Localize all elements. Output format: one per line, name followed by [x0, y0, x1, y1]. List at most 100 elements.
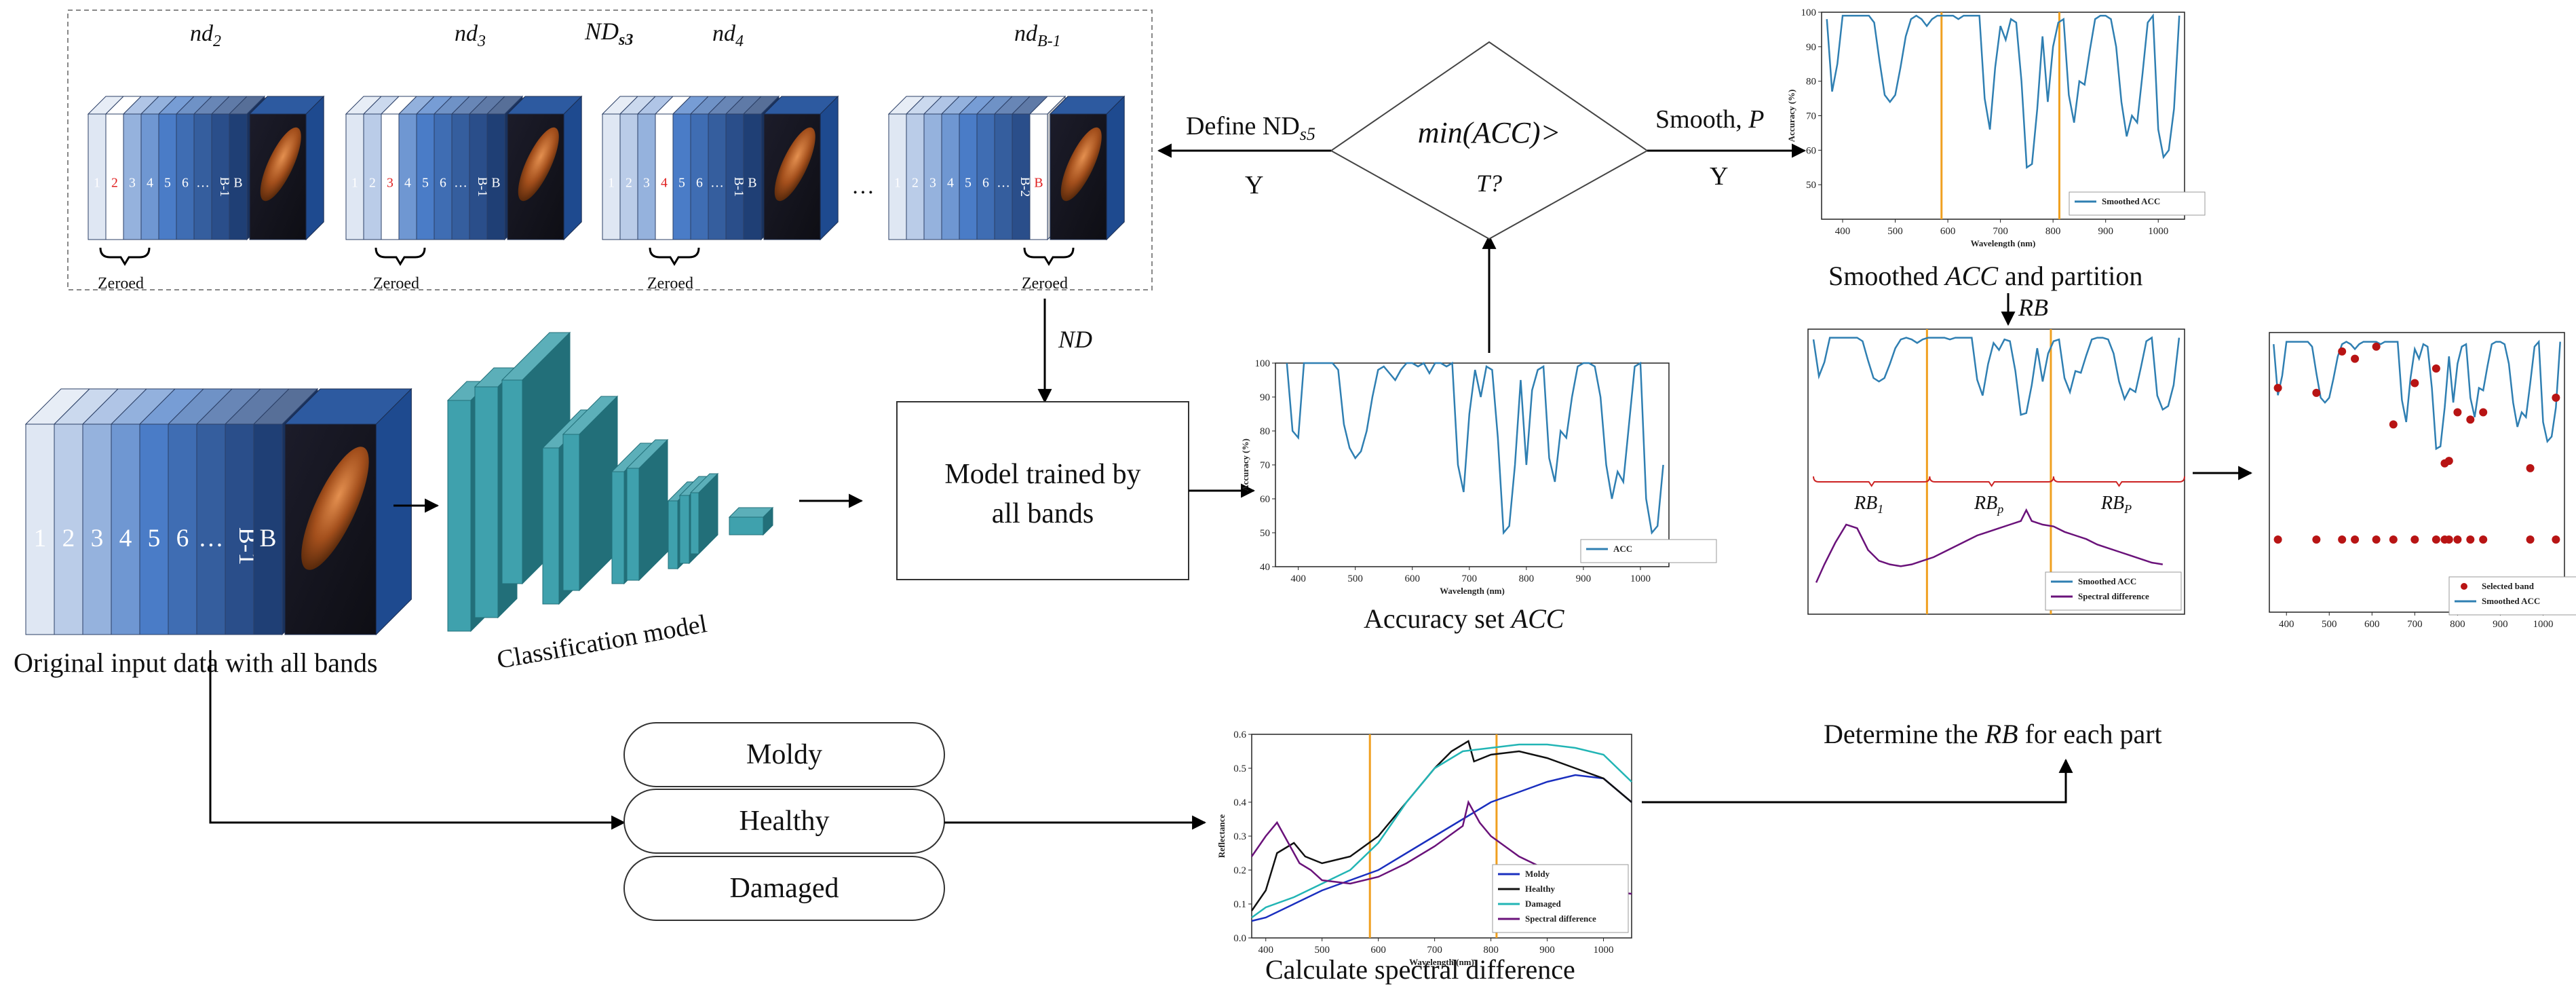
band-label: 2: [111, 175, 118, 190]
band-front: [994, 113, 1013, 240]
zeroed-label: Zeroed: [1022, 275, 1068, 293]
band-slice: …: [195, 388, 262, 635]
band-slice: …: [193, 96, 231, 240]
y-tick-label: 90: [1260, 392, 1270, 403]
plot-frame: [1807, 328, 2185, 615]
band-slice: 3: [81, 388, 148, 635]
band-front: [959, 113, 978, 240]
selected-point: [2351, 354, 2360, 363]
band-front: [196, 423, 226, 635]
x-tick-label: 500: [1347, 573, 1363, 584]
band-slice: 6: [167, 388, 233, 635]
selected-band-marker: [2431, 535, 2440, 544]
x-tick-label: 500: [2322, 619, 2337, 630]
band-label: 6: [182, 175, 189, 190]
x-tick-label: 800: [2450, 619, 2465, 630]
legend-label: Selected band: [2482, 581, 2535, 591]
trained-model-box: [896, 401, 1189, 580]
band-slice: 1: [24, 388, 91, 635]
band-label: 3: [91, 525, 104, 552]
class-pill: [623, 856, 945, 921]
band-label: …: [196, 175, 210, 190]
selected-band-marker: [2389, 535, 2398, 544]
y-tick-label: 90: [1806, 42, 1816, 53]
class-label: Damaged: [730, 873, 839, 904]
seed-image: [301, 447, 369, 570]
y-tick-label: 70: [1260, 460, 1270, 471]
zeroed-label: Zeroed: [98, 275, 144, 293]
model-caption: Classification model: [495, 609, 709, 675]
selected-band-marker: [2453, 535, 2462, 544]
x-tick-label: 1000: [2533, 619, 2553, 630]
y-tick-label: 0.4: [1233, 797, 1246, 808]
band-front: [434, 113, 453, 240]
selected-point: [2389, 420, 2398, 429]
band-front: [381, 113, 400, 240]
layer-front: [474, 386, 499, 618]
x-tick-label: 500: [1887, 226, 1903, 237]
band-front: [363, 113, 382, 240]
x-tick-label: 1000: [2148, 226, 2168, 237]
legend-label: Spectral difference: [2078, 591, 2149, 601]
band-slice: 3: [923, 96, 961, 240]
y-tick-label: 80: [1260, 426, 1270, 437]
x-tick-label: 800: [2045, 226, 2061, 237]
legend-box: [1492, 864, 1629, 933]
band-label: 4: [404, 175, 411, 190]
y-tick-label: 40: [1260, 562, 1270, 573]
band-slice: 4: [398, 96, 436, 240]
define-label: Define NDs5: [1186, 112, 1315, 144]
y-tick-label: 0.3: [1233, 831, 1246, 842]
band-label: 6: [176, 525, 189, 552]
x-tick-label: 1000: [1630, 573, 1651, 584]
band-slice: 2: [104, 96, 142, 240]
band-label: 5: [678, 175, 685, 190]
band-front: [672, 113, 691, 240]
x-tick-label: 700: [2407, 619, 2423, 630]
x-tick-label: 400: [1258, 945, 1273, 956]
spectral-caption: Calculate spectral difference: [1265, 954, 1575, 985]
band-label: …: [454, 175, 467, 190]
band-front: [82, 423, 112, 635]
band-front: [211, 113, 230, 240]
band-front: [88, 113, 107, 240]
band-label: 2: [369, 175, 376, 190]
band-slice: 5: [157, 96, 195, 240]
rb-bracket: [1813, 476, 1931, 487]
zeroed-label: Zeroed: [647, 275, 693, 293]
decision-text: min(ACC)>: [1418, 116, 1561, 149]
band-slice: …: [993, 96, 1031, 240]
band-slice: 5: [138, 388, 205, 635]
selected-point: [2526, 464, 2535, 472]
panel-title: NDs3: [584, 18, 633, 49]
band-label: 3: [643, 175, 650, 190]
accuracy-caption: Accuracy set ACC: [1364, 603, 1565, 634]
selected-band-marker: [2444, 535, 2453, 544]
y-tick-label: 0.0: [1233, 933, 1246, 944]
x-tick-label: 600: [1370, 945, 1386, 956]
band-label: 6: [982, 175, 989, 190]
partition-acc-series: [1812, 336, 2180, 416]
y-tick-label: 0.6: [1233, 730, 1246, 740]
band-slice: 2: [619, 96, 657, 240]
nd-group-title: ndB-1: [1014, 21, 1061, 50]
partition-spectral-series: [1815, 508, 2164, 583]
band-label: B: [748, 175, 756, 190]
layer-side: [763, 506, 773, 536]
band-front: [25, 423, 55, 635]
x-tick-label: 900: [2098, 226, 2113, 237]
band-slice: 1: [601, 96, 639, 240]
y-tick-label: 60: [1260, 494, 1270, 505]
band-label: 4: [147, 175, 153, 190]
model-layer: [626, 438, 669, 582]
band-label: B-2: [1018, 176, 1033, 197]
band-front: [398, 113, 417, 240]
class-pill-damaged: Damaged: [623, 856, 945, 921]
band-label: 6: [440, 175, 446, 190]
zero-brace: [649, 247, 700, 266]
band-front: [105, 113, 124, 240]
legend-label: Smoothed ACC: [2078, 576, 2136, 586]
